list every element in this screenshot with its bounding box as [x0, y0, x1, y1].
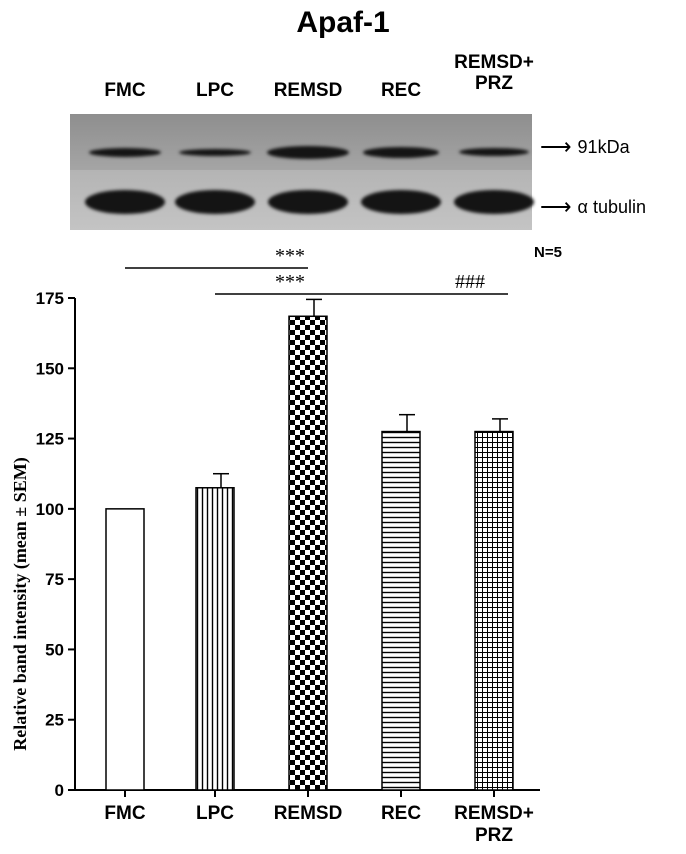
x-tick-label: REMSD+ — [454, 803, 534, 824]
significance-label: ### — [455, 271, 485, 293]
y-tick-label: 50 — [45, 640, 64, 659]
y-axis-label: Relative band intensity (mean ± SEM) — [10, 457, 31, 750]
x-tick-label: FMC — [104, 803, 145, 824]
tubulin-band — [175, 190, 255, 214]
x-tick-label: REMSD — [274, 803, 343, 824]
bar — [381, 430, 421, 791]
y-tick-label: 25 — [45, 711, 64, 730]
arrow-right-icon: ⟶ — [540, 134, 572, 159]
y-tick-label: 75 — [45, 570, 64, 589]
marker-label: α tubulin — [577, 196, 646, 217]
apaf1-band — [363, 146, 439, 158]
significance-label: *** — [275, 245, 305, 267]
x-tick-label: REC — [381, 803, 421, 824]
y-tick-label: 175 — [36, 289, 64, 308]
y-tick-label: 125 — [36, 430, 64, 449]
bar — [105, 508, 145, 791]
sample-size-label: N=5 — [534, 244, 562, 261]
y-tick-label: 100 — [36, 500, 64, 519]
plot-area: 0 25 50 75 100 125 150 175 Relative band intensi… — [10, 245, 540, 846]
page-title: Apaf-1 — [296, 6, 390, 39]
arrow-right-icon: ⟶ — [540, 194, 572, 219]
apaf1-band — [89, 147, 161, 157]
apaf1-band — [267, 145, 349, 159]
blot-lane-label: REMSD — [273, 80, 343, 101]
significance-label: *** — [275, 271, 305, 293]
bar — [195, 487, 235, 791]
blot-panel-apaf1 — [70, 114, 532, 170]
y-tick-label: 150 — [36, 359, 64, 378]
marker-label: 91kDa — [577, 136, 630, 157]
bar — [288, 315, 328, 791]
blot-lane-label: LPC — [196, 80, 234, 101]
tubulin-band — [454, 190, 534, 214]
x-tick-label: LPC — [196, 803, 234, 824]
tubulin-band — [85, 190, 165, 214]
marker-91kda: ⟶ 91kDa — [540, 134, 630, 160]
marker-alpha-tubulin: ⟶ α tubulin — [540, 194, 646, 220]
apaf1-band — [459, 148, 529, 156]
blot-lane-label: REC — [380, 80, 422, 101]
blot-lane-label: REMSD+ PRZ — [454, 52, 534, 94]
apaf1-band — [179, 148, 251, 156]
western-blot-image — [70, 114, 534, 230]
y-tick-label: 0 — [55, 781, 64, 800]
tubulin-band — [268, 190, 348, 214]
x-tick-label: PRZ — [475, 825, 513, 846]
blot-lane-label: FMC — [104, 80, 146, 101]
tubulin-band — [361, 190, 441, 214]
bar — [474, 430, 514, 791]
